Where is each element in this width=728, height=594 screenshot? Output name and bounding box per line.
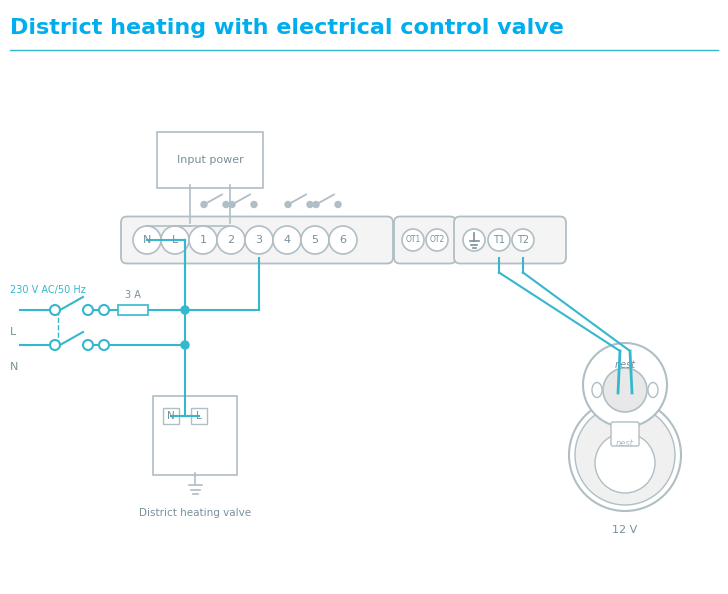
Text: L: L (172, 235, 178, 245)
Circle shape (603, 368, 647, 412)
Text: L: L (10, 327, 16, 337)
Text: nest: nest (614, 360, 636, 370)
Circle shape (189, 226, 217, 254)
Circle shape (463, 229, 485, 251)
Circle shape (217, 226, 245, 254)
FancyBboxPatch shape (153, 396, 237, 475)
Circle shape (99, 305, 109, 315)
Circle shape (133, 226, 161, 254)
FancyBboxPatch shape (157, 132, 263, 188)
Text: T1: T1 (493, 235, 505, 245)
FancyBboxPatch shape (394, 216, 456, 264)
Circle shape (402, 229, 424, 251)
Circle shape (99, 340, 109, 350)
Circle shape (223, 201, 229, 207)
Text: 4: 4 (283, 235, 290, 245)
Ellipse shape (648, 383, 658, 397)
Text: 5: 5 (312, 235, 319, 245)
Circle shape (488, 229, 510, 251)
Text: 2: 2 (227, 235, 234, 245)
FancyBboxPatch shape (191, 408, 207, 424)
Circle shape (426, 229, 448, 251)
Circle shape (569, 399, 681, 511)
Text: N: N (167, 411, 175, 421)
Text: N: N (10, 362, 18, 372)
FancyBboxPatch shape (611, 422, 639, 446)
Circle shape (329, 226, 357, 254)
Circle shape (335, 201, 341, 207)
Circle shape (229, 201, 235, 207)
Circle shape (161, 226, 189, 254)
FancyBboxPatch shape (118, 305, 148, 315)
Circle shape (181, 341, 189, 349)
Text: N: N (143, 235, 151, 245)
Text: 3: 3 (256, 235, 263, 245)
Text: 12 V: 12 V (612, 525, 638, 535)
Text: OT1: OT1 (405, 235, 421, 245)
Circle shape (583, 343, 667, 427)
Circle shape (301, 226, 329, 254)
Text: T2: T2 (517, 235, 529, 245)
Circle shape (201, 201, 207, 207)
Text: OT2: OT2 (430, 235, 445, 245)
Text: Input power: Input power (177, 155, 243, 165)
Circle shape (512, 229, 534, 251)
Text: District heating with electrical control valve: District heating with electrical control… (10, 18, 564, 38)
Text: L: L (196, 411, 202, 421)
Circle shape (273, 226, 301, 254)
Circle shape (307, 201, 313, 207)
Circle shape (83, 305, 93, 315)
Circle shape (285, 201, 291, 207)
Text: 3 A: 3 A (125, 290, 141, 300)
Circle shape (181, 306, 189, 314)
Circle shape (50, 305, 60, 315)
FancyBboxPatch shape (121, 216, 393, 264)
Text: 6: 6 (339, 235, 347, 245)
Circle shape (313, 201, 319, 207)
Circle shape (251, 201, 257, 207)
FancyBboxPatch shape (454, 216, 566, 264)
FancyBboxPatch shape (163, 408, 179, 424)
Text: nest: nest (616, 438, 634, 447)
Circle shape (245, 226, 273, 254)
Ellipse shape (592, 383, 602, 397)
Circle shape (575, 405, 675, 505)
Text: 230 V AC/50 Hz: 230 V AC/50 Hz (10, 285, 86, 295)
Circle shape (50, 340, 60, 350)
Circle shape (83, 340, 93, 350)
Text: District heating valve: District heating valve (139, 508, 251, 518)
Text: 1: 1 (199, 235, 207, 245)
Circle shape (595, 433, 655, 493)
